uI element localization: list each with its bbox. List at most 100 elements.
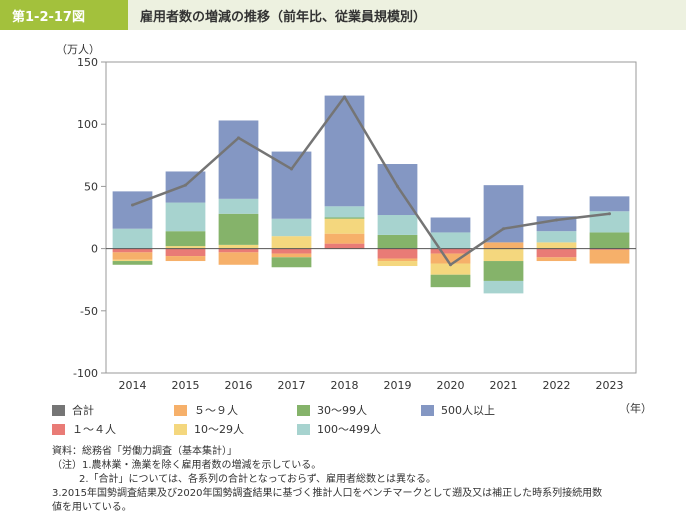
note-1: （注）1.農林業・漁業を除く雇用者数の増減を示している。 [52, 460, 322, 471]
y-tick-label: -100 [73, 367, 98, 380]
bar-segment-2021-s2 [483, 248, 524, 262]
figure-header: 第1-2-17図 雇用者数の増減の推移（前年比、従業員規模別） [0, 0, 686, 30]
bar-segment-2016-s4 [218, 198, 259, 214]
total-point-2015 [184, 183, 187, 187]
bar-segment-2017-s0 [271, 248, 312, 254]
legend-item-100-499: 100～499人 [297, 421, 381, 437]
bar-segment-2016-s0 [218, 248, 259, 253]
total-point-2017 [290, 167, 293, 171]
x-tick-label-2019: 2019 [384, 379, 412, 392]
bar-segment-2021-s4 [483, 280, 524, 294]
note-2: 2.「合計」については、各系列の合計となっておらず、雇用者総数とは異なる。 [79, 474, 437, 485]
bar-segment-2019-s4 [377, 215, 418, 235]
bar-segment-2015-s1 [165, 256, 206, 262]
x-tick-label-2018: 2018 [331, 379, 359, 392]
bar-segment-2023-s5 [589, 196, 630, 212]
legend-label-500: 500人以上 [441, 404, 495, 417]
total-point-2021 [502, 227, 505, 231]
bar-segment-2021-s5 [483, 185, 524, 243]
x-tick-label-2023: 2023 [596, 379, 624, 392]
bar-segment-2019-s2 [377, 261, 418, 267]
legend-label-30-99: 30～99人 [317, 404, 367, 417]
figure-number: 第1-2-17図 [0, 0, 128, 30]
x-tick-label-2014: 2014 [119, 379, 147, 392]
y-tick-label: 0 [91, 243, 98, 256]
bar-segment-2014-s3 [112, 261, 153, 265]
x-tick-label-2021: 2021 [490, 379, 518, 392]
legend-label-1-4: １～４人 [72, 423, 116, 436]
legend-swatch-1-4 [52, 423, 65, 435]
legend-label-5-9: ５～９人 [194, 404, 238, 417]
y-tick-label: -50 [80, 305, 98, 318]
bar-segment-2014-s5 [112, 191, 153, 229]
bar-segment-2016-s1 [218, 252, 259, 265]
bar-segment-2022-s2 [536, 242, 577, 249]
legend-swatch-10-29 [174, 423, 187, 435]
legend-swatch-total [52, 404, 65, 416]
legend-item-5-9: ５～９人 [174, 402, 238, 418]
bar-segment-2015-s0 [165, 248, 206, 257]
bar-segment-2017-s2 [271, 236, 312, 249]
total-point-2014 [131, 203, 134, 207]
bar-segment-2018-s2 [324, 218, 365, 234]
bar-segment-2022-s4 [536, 231, 577, 243]
bar-segment-2017-s3 [271, 257, 312, 268]
bar-segment-2015-s2 [165, 246, 206, 249]
bar-segment-2017-s5 [271, 151, 312, 219]
bar-segment-2019-s3 [377, 234, 418, 249]
total-point-2022 [555, 218, 558, 222]
bar-segment-2014-s1 [112, 252, 153, 260]
bar-segment-2023-s0 [589, 248, 630, 250]
legend-item-30-99: 30～99人 [297, 402, 367, 418]
y-axis-unit-label: （万人） [56, 43, 100, 56]
bar-segment-2018-s4 [324, 206, 365, 218]
y-tick-label: 50 [84, 180, 98, 193]
bar-segment-2018-s1 [324, 233, 365, 244]
bar-segment-2017-s4 [271, 218, 312, 237]
total-point-2016 [237, 136, 240, 140]
legend-swatch-500 [421, 404, 434, 416]
legend-label-total: 合計 [72, 404, 94, 417]
bar-segment-2018-s0 [324, 243, 365, 249]
legend-item-500: 500人以上 [421, 402, 495, 418]
legend-swatch-30-99 [297, 404, 310, 416]
bar-segment-2022-s1 [536, 257, 577, 262]
bar-segment-2014-s4 [112, 228, 153, 249]
legend-item-10-29: 10～29人 [174, 421, 244, 437]
note-3: 3.2015年国勢調査結果及び2020年国勢調査結果に基づく推計人口をベンチマー… [52, 488, 603, 499]
chart-legend: 合計 ５～９人 30～99人 500人以上 １～４人 10～29人 100～49… [52, 400, 652, 440]
y-tick-label: 100 [77, 118, 98, 131]
bar-segment-2015-s3 [165, 231, 206, 247]
x-tick-label-2020: 2020 [437, 379, 465, 392]
x-tick-label-2015: 2015 [172, 379, 200, 392]
legend-item-1-4: １～４人 [52, 421, 116, 437]
x-tick-label-2022: 2022 [543, 379, 571, 392]
plot-frame [105, 61, 637, 374]
bar-segment-2020-s1 [430, 253, 471, 264]
x-tick-label-2016: 2016 [225, 379, 253, 392]
bar-segment-2021-s3 [483, 261, 524, 281]
bar-segment-2019-s1 [377, 258, 418, 262]
total-point-2020 [449, 263, 452, 267]
bar-segment-2015-s5 [165, 171, 206, 203]
bar-segment-2020-s2 [430, 263, 471, 275]
bar-segment-2016-s5 [218, 120, 259, 199]
bar-segment-2023-s1 [589, 249, 630, 264]
note-source: 資料：総務省「労働力調査（基本集計）」 [52, 446, 237, 457]
x-axis-unit-label: （年） [619, 402, 652, 415]
total-line [132, 95, 610, 267]
bar-segment-2017-s1 [271, 253, 312, 258]
note-3-cont: 値を用いている。 [52, 502, 132, 513]
bar-segment-2015-s4 [165, 202, 206, 232]
bar-segment-2020-s3 [430, 274, 471, 288]
total-point-2019 [396, 184, 399, 188]
bar-segment-2022-s0 [536, 248, 577, 258]
bar-segment-2021-s1 [483, 242, 524, 249]
bar-segment-2016-s3 [218, 213, 259, 245]
total-point-2023 [608, 212, 611, 216]
x-tick-label-2017: 2017 [278, 379, 306, 392]
bar-segment-2014-s2 [112, 259, 153, 262]
bar-segment-2018-s5 [324, 95, 365, 207]
legend-swatch-5-9 [174, 404, 187, 416]
legend-label-10-29: 10～29人 [194, 423, 244, 436]
